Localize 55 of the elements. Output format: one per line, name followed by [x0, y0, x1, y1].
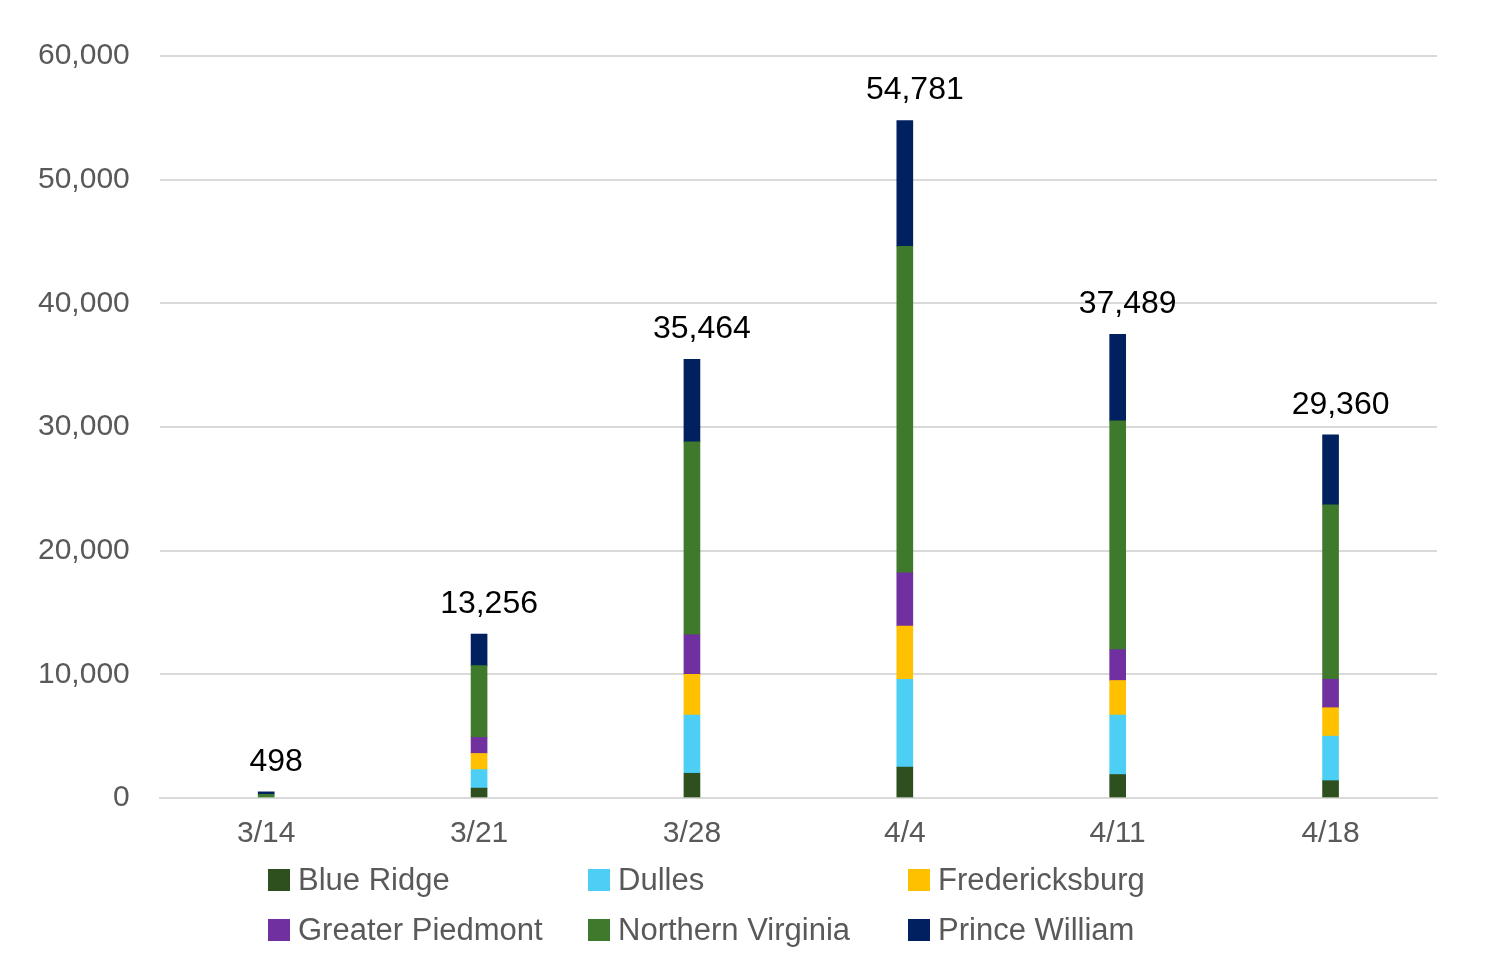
- bar: [470, 787, 488, 798]
- x-tick-label: 4/4: [883, 815, 926, 849]
- total-label: 13,256: [440, 583, 539, 620]
- bar: [1109, 334, 1127, 422]
- bar: [1322, 504, 1339, 680]
- bar: [896, 678, 914, 768]
- bar: [1322, 780, 1339, 798]
- bar: [1109, 420, 1127, 650]
- total-label: 37,489: [1078, 284, 1177, 321]
- total-label: 498: [249, 741, 303, 778]
- bar: [470, 665, 488, 738]
- bar: [683, 714, 701, 774]
- bar: [1109, 649, 1127, 681]
- bar: [1109, 680, 1127, 716]
- legend-label: Dulles: [618, 862, 705, 898]
- bar: [470, 633, 488, 667]
- bar: [1109, 714, 1127, 775]
- bar: [683, 772, 701, 798]
- total-label: 29,360: [1291, 384, 1390, 421]
- legend-label: Northern Virginia: [618, 912, 851, 948]
- legend-label: Greater Piedmont: [298, 912, 543, 948]
- total-label: 35,464: [653, 309, 751, 346]
- legend-label: Fredericksburg: [938, 862, 1145, 898]
- x-tick-label: 3/14: [237, 815, 296, 849]
- total-label: 54,781: [865, 70, 964, 107]
- bar: [470, 753, 488, 770]
- bar: [896, 572, 914, 627]
- bar: [896, 625, 914, 680]
- bar: [1322, 434, 1339, 506]
- legend-label: Blue Ridge: [298, 862, 450, 898]
- x-tick-label: 4/11: [1089, 815, 1146, 849]
- x-tick-label: 4/18: [1301, 815, 1360, 849]
- y-tick-label: 40,000: [37, 284, 130, 318]
- bar: [683, 634, 701, 675]
- bar: [896, 246, 914, 574]
- bar: [1322, 678, 1339, 709]
- x-tick-label: 3/28: [662, 815, 722, 849]
- y-tick-label: 10,000: [37, 655, 130, 689]
- y-tick-label: 20,000: [37, 531, 130, 565]
- bar: [683, 674, 701, 716]
- legend-label: Prince William: [938, 912, 1135, 948]
- bar: [1322, 735, 1339, 782]
- y-tick-label: 30,000: [37, 408, 130, 442]
- bar: [896, 766, 914, 798]
- bar: [1322, 707, 1339, 737]
- bar: [470, 737, 488, 754]
- bar: [896, 120, 914, 247]
- x-tick-label: 3/21: [449, 815, 509, 849]
- y-tick-label: 0: [113, 779, 130, 813]
- y-tick-label: 50,000: [37, 160, 130, 194]
- bar: [470, 769, 488, 789]
- bar: [683, 441, 701, 636]
- y-tick-label: 60,000: [37, 37, 130, 71]
- bar: [683, 359, 701, 443]
- bar: [1109, 774, 1127, 798]
